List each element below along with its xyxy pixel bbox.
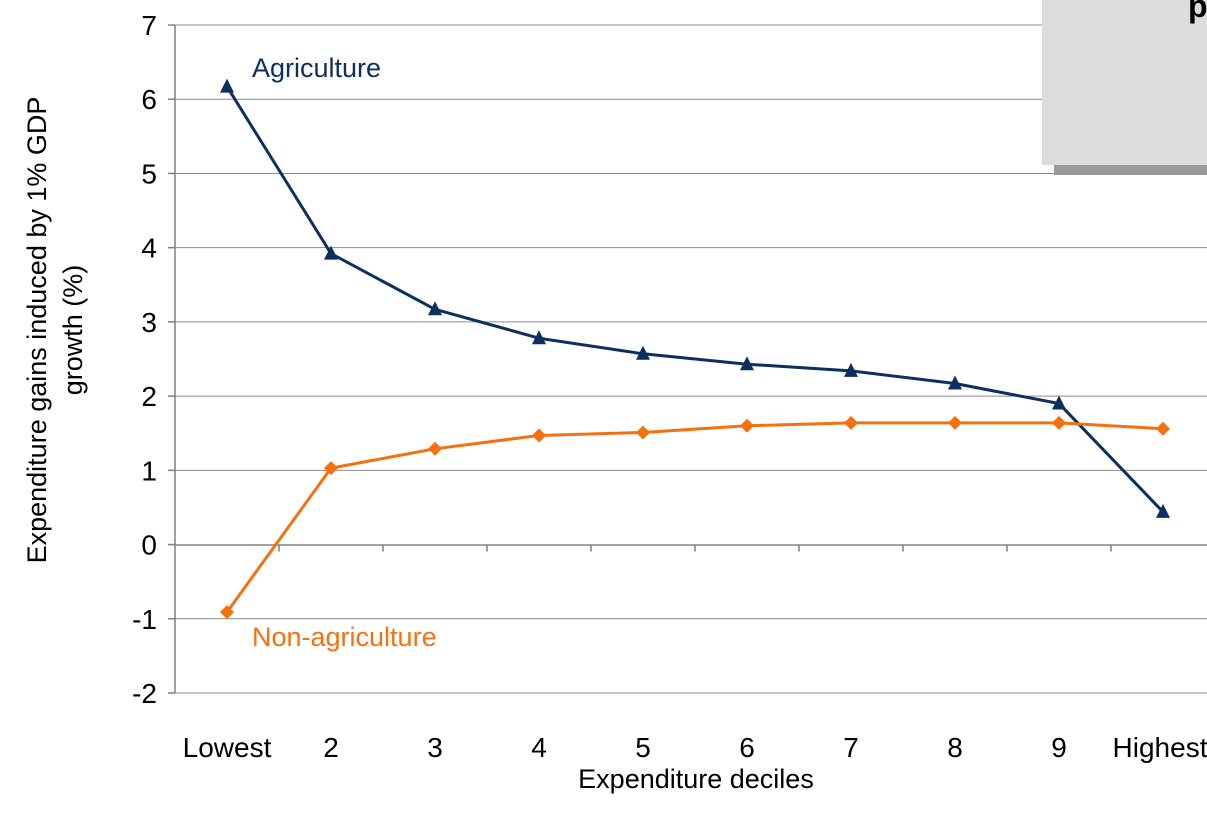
x-tick-labels: Lowest 2 3 4 5 6 7 8 9 Highest <box>183 732 1207 763</box>
y-axis-title-line1: Expenditure gains induced by 1% GDP <box>22 97 52 564</box>
series-lines <box>225 85 1165 613</box>
data-point-agriculture <box>428 301 442 316</box>
data-point-non-agriculture <box>636 425 650 440</box>
x-tick-label: Lowest <box>183 732 272 763</box>
y-tick-label: 1 <box>141 455 157 486</box>
data-point-non-agriculture <box>948 415 962 430</box>
y-axis-title: Expenditure gains induced by 1% GDP grow… <box>22 97 88 564</box>
data-point-agriculture <box>1156 503 1170 518</box>
data-point-non-agriculture <box>428 441 442 456</box>
data-point-agriculture <box>220 78 234 93</box>
x-tick-label: 8 <box>947 732 963 763</box>
series-line-agriculture <box>225 85 1165 513</box>
data-point-non-agriculture <box>324 461 338 476</box>
x-axis-title: Expenditure deciles <box>578 764 814 794</box>
data-point-non-agriculture <box>1156 421 1170 436</box>
series-line-non-agriculture <box>225 421 1164 613</box>
overlay-text: p <box>1188 0 1207 24</box>
data-point-agriculture <box>844 362 858 377</box>
y-tick-label: 6 <box>141 84 157 115</box>
y-tick-label: -2 <box>132 678 157 709</box>
y-tick-label: -1 <box>132 604 157 635</box>
y-tick-label: 5 <box>141 158 157 189</box>
data-point-agriculture <box>636 345 650 360</box>
data-point-agriculture <box>324 245 338 260</box>
overlay-panel <box>1042 0 1207 165</box>
x-tick-label: 5 <box>635 732 651 763</box>
series-markers <box>220 78 1170 620</box>
data-point-non-agriculture <box>740 418 754 433</box>
data-point-non-agriculture <box>844 415 858 430</box>
x-tick-label: 9 <box>1051 732 1067 763</box>
data-point-non-agriculture <box>532 428 546 443</box>
series-label-non-agriculture: Non-agriculture <box>252 622 437 652</box>
data-point-agriculture <box>532 330 546 345</box>
series-label-agriculture: Agriculture <box>252 53 381 83</box>
x-tick-label: 3 <box>427 732 443 763</box>
overlay-panel-shadow <box>1054 165 1207 175</box>
x-tick-label: 7 <box>843 732 859 763</box>
x-tick-label: 4 <box>531 732 547 763</box>
y-tick-label: 0 <box>141 530 157 561</box>
data-point-agriculture <box>740 356 754 371</box>
y-axis-title-line2: growth (%) <box>58 265 88 396</box>
y-tick-label: 2 <box>141 381 157 412</box>
data-point-non-agriculture <box>220 605 234 620</box>
data-point-agriculture <box>1052 395 1066 410</box>
y-tick-label: 3 <box>141 307 157 338</box>
axes <box>174 25 1207 693</box>
gridlines <box>168 24 1207 694</box>
y-tick-label: 7 <box>141 10 157 41</box>
data-point-non-agriculture <box>1052 415 1066 430</box>
x-tick-label: 2 <box>323 732 339 763</box>
data-point-agriculture <box>948 375 962 390</box>
y-tick-labels: -2 -1 0 1 2 3 4 5 6 7 <box>132 10 157 709</box>
x-tick-label: Highest <box>1113 732 1207 763</box>
x-tick-label: 6 <box>739 732 755 763</box>
y-tick-label: 4 <box>141 233 157 264</box>
